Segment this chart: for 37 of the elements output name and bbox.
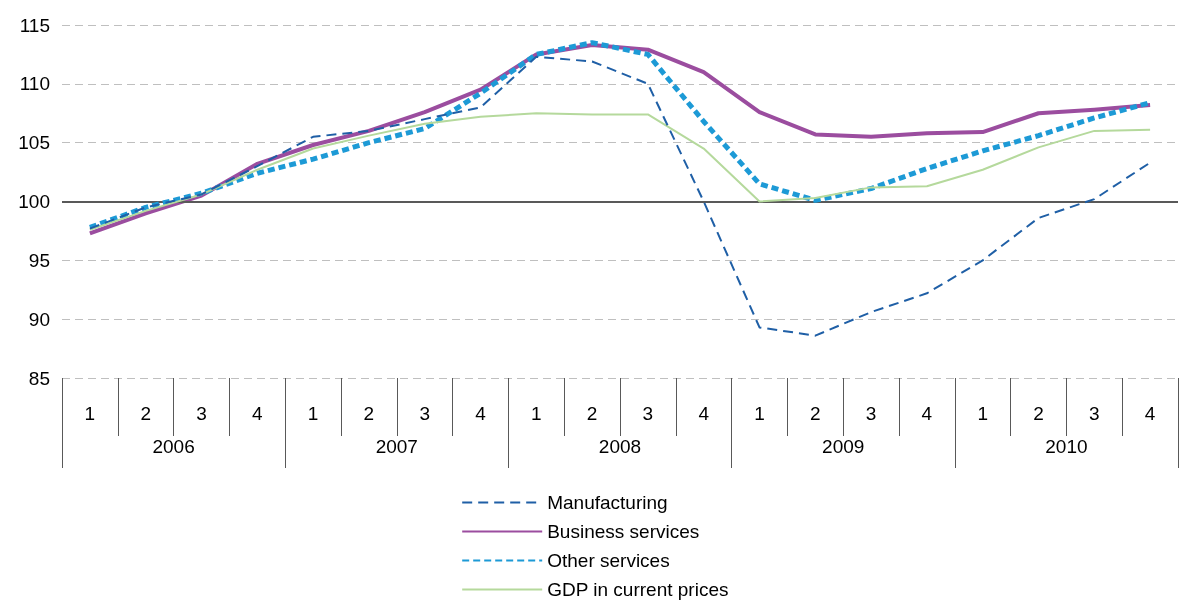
legend-label: GDP in current prices <box>547 579 729 600</box>
y-tick-label: 105 <box>18 132 50 154</box>
x-tick-label: 4 <box>1144 403 1156 424</box>
x-tick-label: 3 <box>642 403 654 424</box>
x-tick-label: 4 <box>698 403 710 424</box>
x-tick-label: 2 <box>140 403 151 424</box>
text: 2009 <box>822 436 865 457</box>
y-tick-label: 110 <box>19 73 50 95</box>
x-tick-label: 2 <box>363 403 375 424</box>
x-tick-label: 3 <box>1089 403 1100 424</box>
x-tick-label: 4 <box>475 403 487 424</box>
legend-label: Manufacturing <box>547 492 668 513</box>
x-tick-label: 1 <box>531 403 542 424</box>
x-tick-label: 4 <box>921 403 933 424</box>
legend-label: Business services <box>547 521 700 542</box>
x-tick-label: 3 <box>865 403 877 424</box>
x-tick-label: 1 <box>754 403 765 424</box>
x-tick-label: 2 <box>586 403 598 424</box>
x-tick-label: 3 <box>419 403 430 424</box>
y-tick-label: 100 <box>18 191 50 212</box>
x-tick-label: 1 <box>977 403 988 424</box>
text: 2010 <box>1045 436 1088 457</box>
x-tick-label: 4 <box>252 403 264 424</box>
x-tick-label: 2 <box>810 403 821 424</box>
text: 2008 <box>598 436 642 457</box>
line-series <box>88 112 1152 231</box>
legend-label: Other services <box>547 550 670 571</box>
x-tick-label: 3 <box>196 403 207 424</box>
x-tick-label: 1 <box>84 403 96 424</box>
y-tick-label: 115 <box>19 14 50 36</box>
y-tick-label: 95 <box>28 249 50 271</box>
text: 2007 <box>375 436 418 457</box>
x-tick-label: 1 <box>307 403 319 424</box>
y-tick-label: 90 <box>28 308 50 330</box>
text: 2006 <box>152 436 195 457</box>
x-tick-label: 2 <box>1033 403 1044 424</box>
y-tick-label: 85 <box>28 367 50 389</box>
